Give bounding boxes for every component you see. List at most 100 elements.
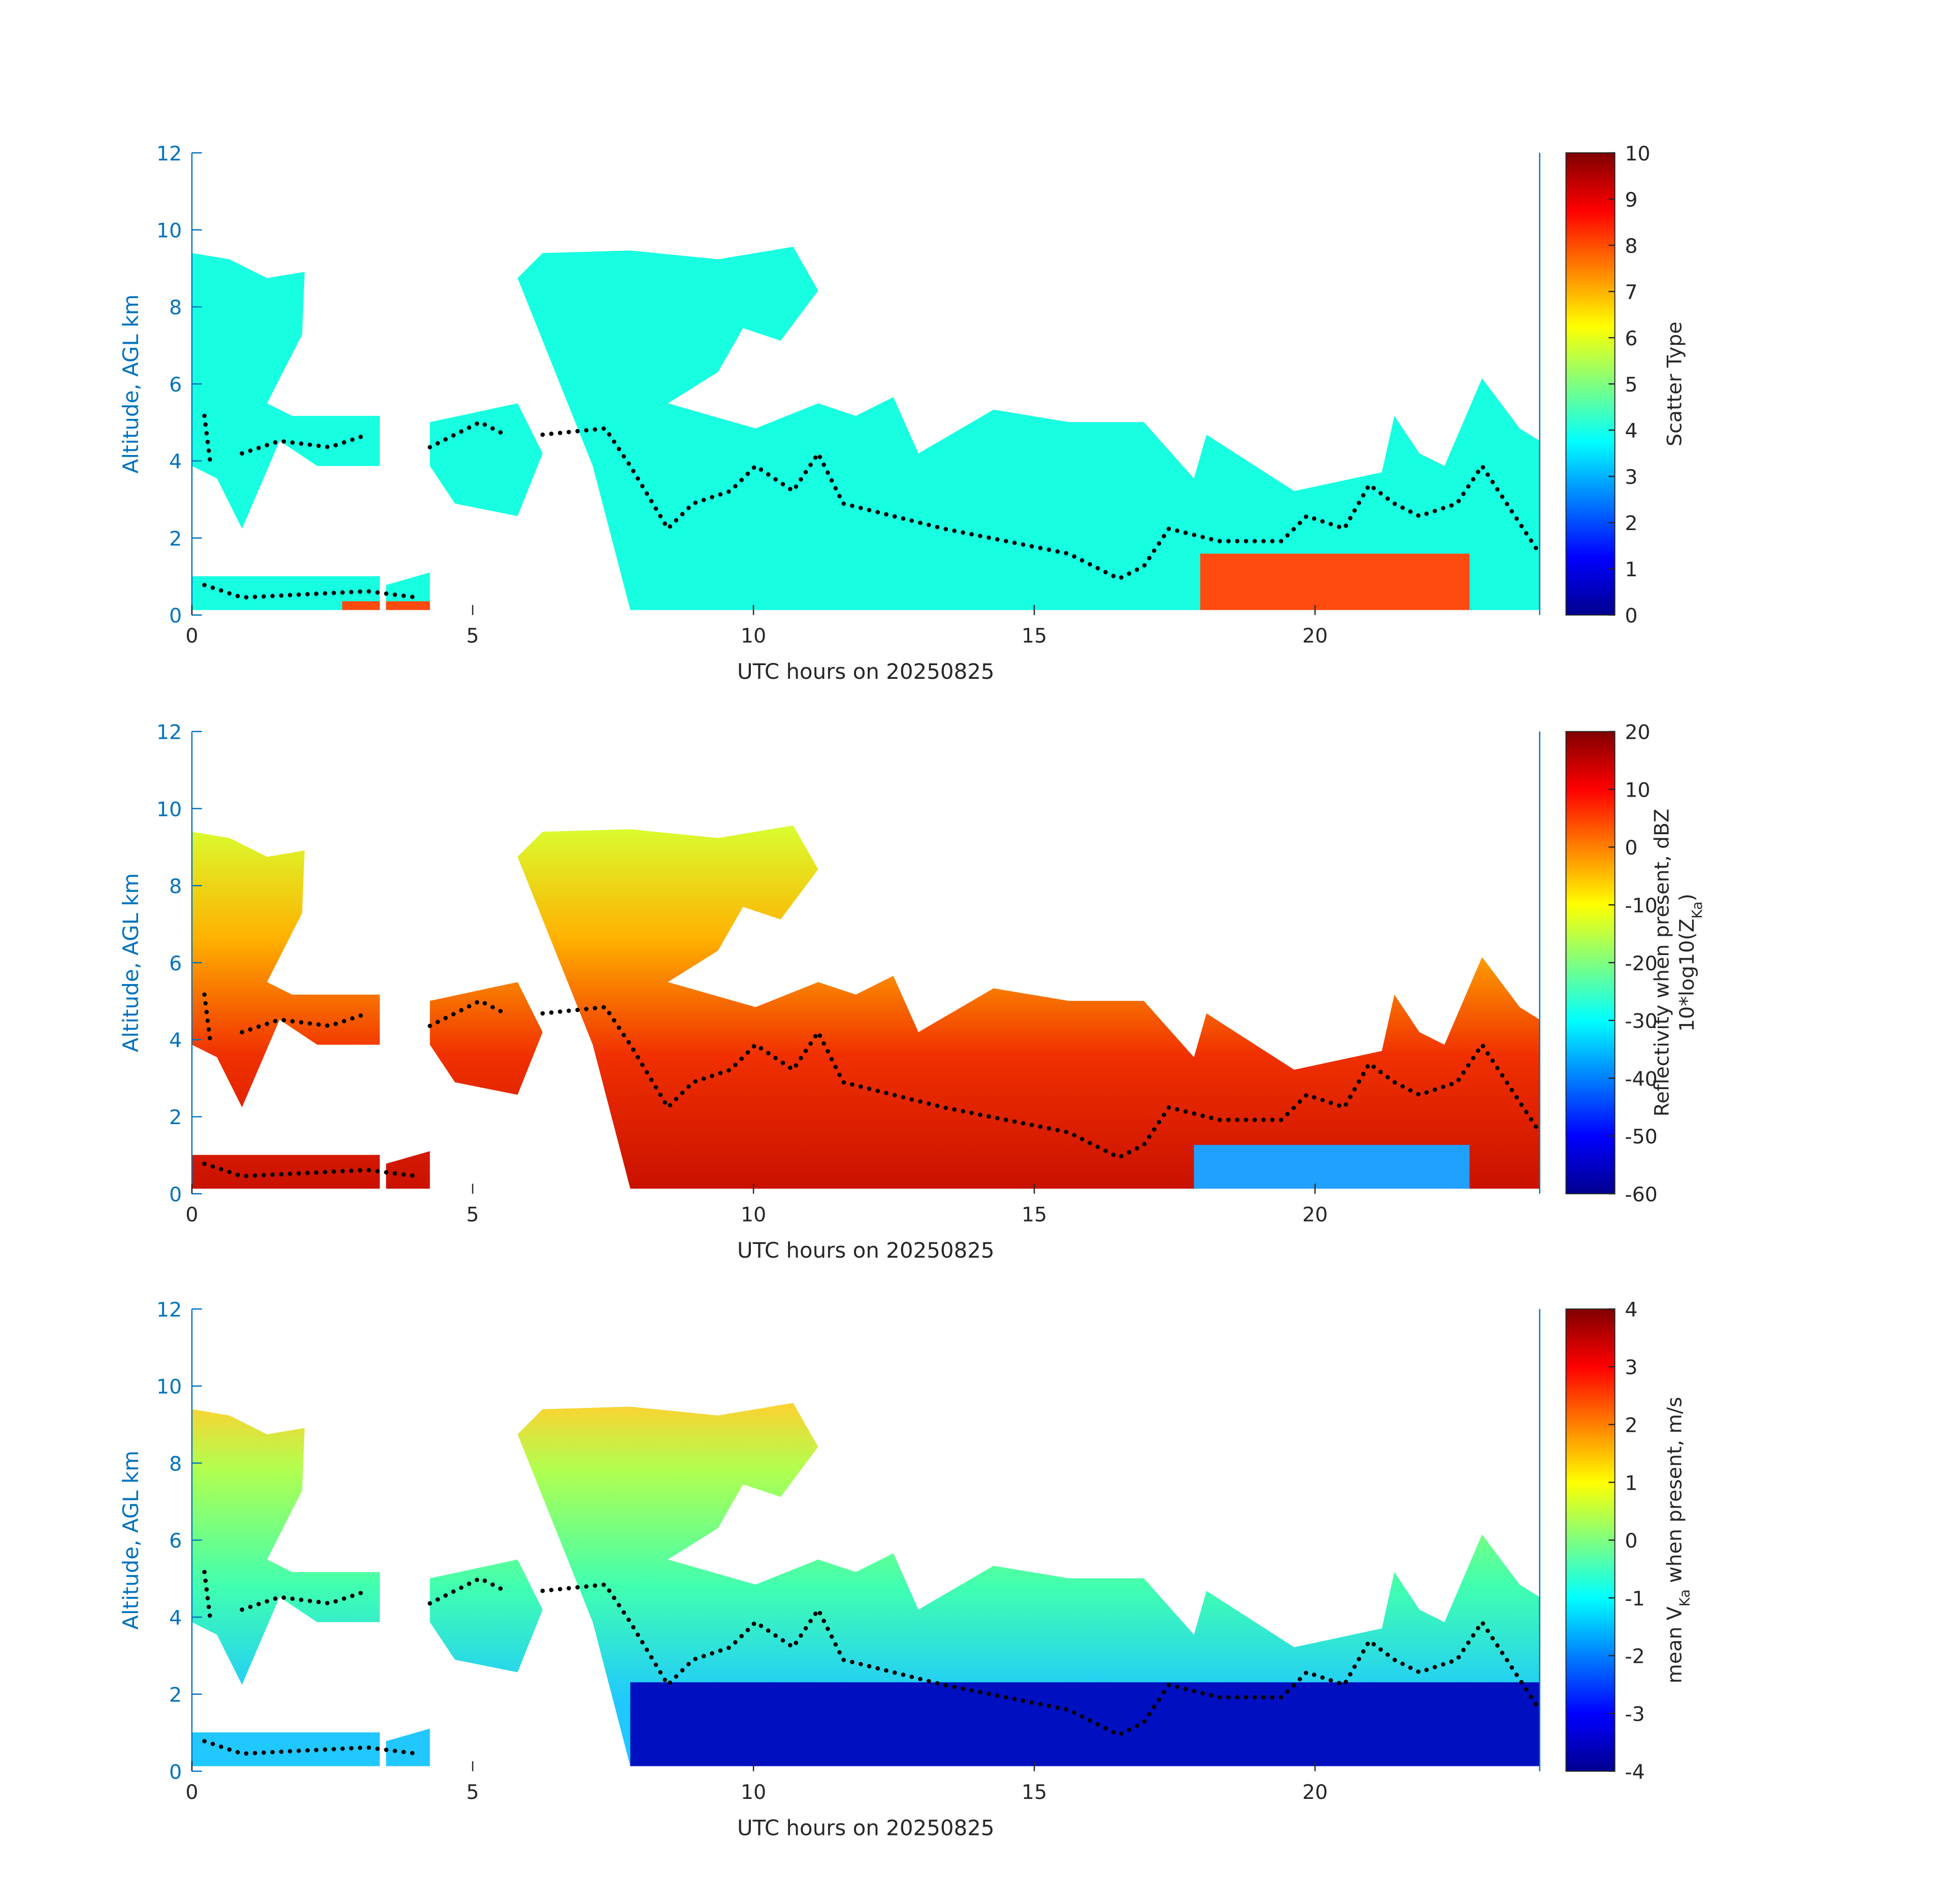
- y-tick-label: 6: [169, 952, 182, 975]
- y-tick-label: 4: [169, 450, 182, 474]
- colorbar-tick-label: 1: [1625, 558, 1637, 581]
- colorbar-tick-label: -4: [1625, 1760, 1644, 1784]
- x-tick-label: 5: [466, 1781, 479, 1804]
- colorbar-tick-label: 0: [1625, 604, 1637, 628]
- x-tick-label: 0: [185, 1203, 198, 1226]
- y-tick-label: 4: [169, 1606, 182, 1630]
- x-tick-label: 5: [466, 1203, 479, 1226]
- y-tick-label: 10: [156, 798, 182, 821]
- y-tick-label: 4: [169, 1029, 182, 1053]
- cloud-base-dots: [202, 413, 1542, 600]
- colorbar-tick-label: 0: [1625, 1529, 1637, 1553]
- x-tick-label: 20: [1302, 1203, 1328, 1226]
- colorbar-tick-label: 5: [1625, 373, 1637, 397]
- radar-field: [191, 1403, 1540, 1766]
- x-tick-label: 0: [185, 625, 198, 648]
- y-tick-label: 8: [169, 875, 182, 898]
- y-tick-label: 8: [169, 1452, 182, 1475]
- y-tick-label: 2: [169, 527, 182, 550]
- precip-patch: [1200, 553, 1470, 610]
- y-axis-label: Altitude, AGL km: [118, 873, 143, 1053]
- colorbar-label-part: Reflectivity when present, dBZ: [1651, 809, 1674, 1117]
- colorbar-tick-label: -40: [1625, 1067, 1657, 1091]
- colorbar-tick-label: -30: [1625, 1010, 1657, 1033]
- precip-patch: [342, 601, 443, 610]
- cloud-base-dots: [202, 1569, 1542, 1756]
- low-echo: [1194, 1144, 1470, 1189]
- colorbar-label-part: ): [1675, 894, 1699, 901]
- colorbar-label-part: Ka: [1690, 901, 1705, 918]
- y-tick-label: 12: [156, 142, 182, 166]
- colorbar-tick-label: 10: [1625, 142, 1650, 166]
- cloud-base-dots: [202, 992, 1542, 1178]
- y-tick-label: 2: [169, 1684, 182, 1707]
- panel: 0 2 4 6 8 10 12 0 5 10 15 20 UTC hours on 20250825 Al…: [118, 721, 1705, 1263]
- y-axis-label: Altitude, AGL km: [118, 1451, 143, 1630]
- y-tick-label: 6: [169, 373, 182, 397]
- colorbar: [1565, 152, 1616, 616]
- x-axis-label: UTC hours on 20250825: [737, 659, 995, 684]
- colorbar-tick-label: -20: [1625, 952, 1657, 975]
- x-axis-label: UTC hours on 20250825: [737, 1238, 995, 1263]
- fall-band: [630, 1682, 1540, 1766]
- colorbar-label-part: Scatter Type: [1663, 321, 1686, 446]
- colorbar-label: 10*log10(ZKa): [1675, 894, 1705, 1032]
- radar-field: [191, 247, 1540, 610]
- y-tick-label: 2: [169, 1106, 182, 1129]
- colorbar-tick-label: 9: [1625, 188, 1637, 212]
- colorbar-tick-label: -10: [1625, 894, 1657, 917]
- colorbar-tick-label: -1: [1625, 1587, 1644, 1611]
- colorbar-label-part: Ka: [1677, 1589, 1693, 1606]
- y-tick-label: 8: [169, 296, 182, 319]
- colorbar: [1565, 1308, 1616, 1772]
- y-tick-label: 0: [169, 1183, 182, 1206]
- colorbar-label: Reflectivity when present, dBZ: [1651, 809, 1674, 1117]
- colorbar-tick-label: 4: [1625, 419, 1637, 443]
- x-tick-label: 15: [1022, 625, 1047, 648]
- colorbar-label: mean VKa when present, m/s: [1663, 1397, 1693, 1684]
- x-tick-label: 10: [741, 1781, 766, 1804]
- colorbar: [1565, 731, 1616, 1195]
- x-tick-label: 15: [1022, 1203, 1047, 1226]
- colorbar-tick-label: -3: [1625, 1702, 1644, 1726]
- x-tick-label: 10: [741, 1203, 766, 1226]
- y-tick-label: 10: [156, 1375, 182, 1399]
- colorbar-tick-label: -50: [1625, 1125, 1657, 1148]
- x-tick-label: 0: [185, 1781, 198, 1804]
- colorbar-tick-label: 1: [1625, 1471, 1637, 1495]
- x-tick-label: 10: [741, 625, 766, 648]
- colorbar-tick-label: 0: [1625, 836, 1637, 860]
- colorbar-tick-label: 10: [1625, 778, 1650, 802]
- y-axis-label: Altitude, AGL km: [118, 294, 143, 474]
- colorbar-tick-label: 20: [1625, 721, 1650, 744]
- field-fill: [191, 247, 1540, 610]
- y-tick-label: 6: [169, 1529, 182, 1553]
- colorbar-tick-label: 2: [1625, 1414, 1637, 1437]
- colorbar-tick-label: 2: [1625, 512, 1637, 535]
- colorbar-tick-label: -60: [1625, 1183, 1657, 1206]
- y-tick-label: 10: [156, 219, 182, 243]
- colorbar-label: Scatter Type: [1663, 321, 1686, 446]
- x-tick-label: 5: [466, 625, 479, 648]
- radar-field: [191, 825, 1540, 1189]
- colorbar-tick-label: 3: [1625, 466, 1637, 489]
- colorbar-tick-label: 3: [1625, 1356, 1637, 1380]
- colorbar-label-part: mean V: [1663, 1606, 1686, 1683]
- y-tick-label: 0: [169, 604, 182, 628]
- x-tick-label: 15: [1022, 1781, 1047, 1804]
- colorbar-tick-label: -2: [1625, 1645, 1644, 1668]
- colorbar-label-part: when present, m/s: [1663, 1397, 1686, 1589]
- colorbar-tick-label: 6: [1625, 327, 1637, 350]
- colorbar-label-part: 10*log10(Z: [1675, 918, 1699, 1032]
- colorbar-tick-label: 4: [1625, 1298, 1637, 1322]
- y-tick-label: 12: [156, 721, 182, 744]
- x-axis-label: UTC hours on 20250825: [737, 1815, 995, 1840]
- x-tick-label: 20: [1302, 625, 1328, 648]
- y-tick-label: 0: [169, 1760, 182, 1784]
- y-tick-label: 12: [156, 1298, 182, 1322]
- colorbar-tick-label: 8: [1625, 235, 1637, 258]
